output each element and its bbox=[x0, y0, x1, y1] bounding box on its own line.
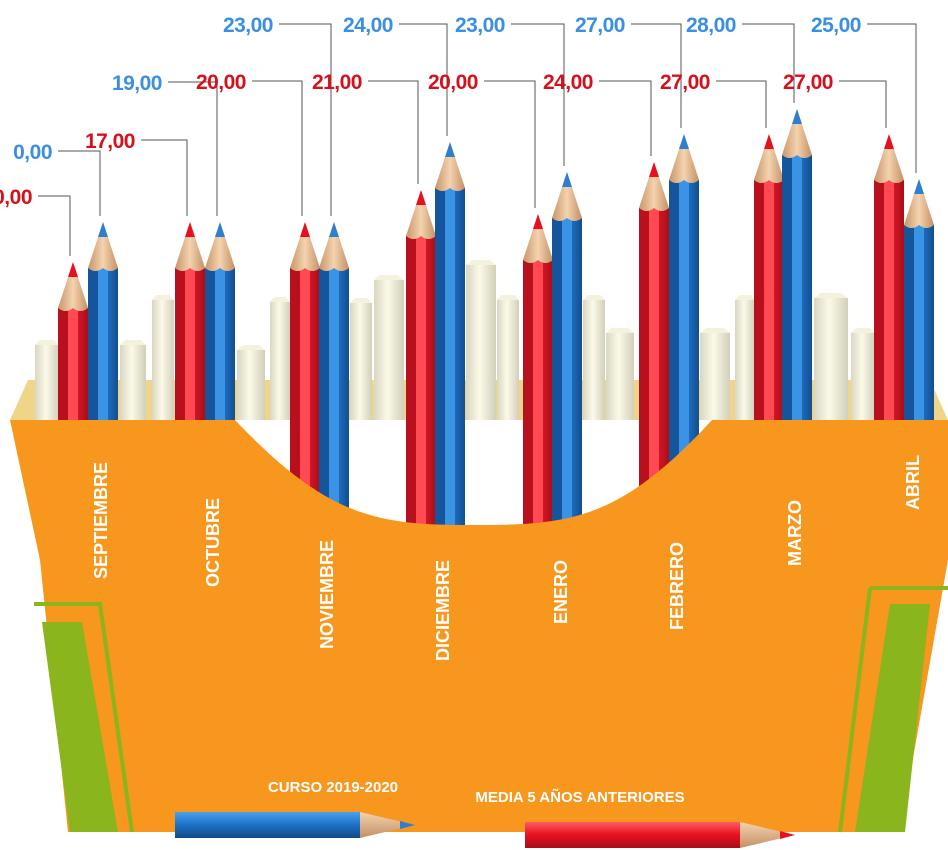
cup-body bbox=[10, 420, 948, 832]
background-pencil-end bbox=[374, 275, 404, 280]
legend-label-curso: CURSO 2019-2020 bbox=[268, 779, 398, 796]
value-label: 19,00 bbox=[112, 72, 162, 95]
leader-line bbox=[716, 80, 767, 128]
background-pencil-end bbox=[814, 293, 848, 298]
background-pencil-end bbox=[270, 297, 290, 302]
background-pencil-end bbox=[350, 298, 372, 303]
value-label: 0,00 bbox=[13, 141, 52, 164]
background-pencil-end bbox=[735, 295, 755, 300]
background-pencil-end bbox=[35, 340, 59, 345]
value-label: 27,00 bbox=[660, 71, 710, 94]
pencil-red-4 bbox=[523, 214, 553, 560]
value-label: 21,00 bbox=[312, 71, 362, 94]
value-label: 27,00 bbox=[783, 71, 833, 94]
background-pencil bbox=[497, 300, 519, 420]
leader-line bbox=[631, 23, 682, 128]
background-pencil bbox=[851, 333, 875, 420]
legend-label-media: MEDIA 5 AÑOS ANTERIORES bbox=[475, 788, 684, 806]
cup-stripe-left-line bbox=[34, 602, 134, 833]
month-label: OCTUBRE bbox=[203, 498, 223, 587]
month-label: ENERO bbox=[551, 560, 571, 624]
background-pencil bbox=[35, 345, 59, 420]
value-label: 27,00 bbox=[575, 14, 625, 37]
leader-line bbox=[252, 80, 303, 216]
background-pencil bbox=[237, 350, 265, 420]
background-pencil-end bbox=[120, 340, 146, 345]
background-pencil bbox=[350, 303, 372, 420]
value-label: 23,00 bbox=[223, 14, 273, 37]
background-pencil bbox=[700, 333, 730, 420]
background-pencil-end bbox=[466, 260, 496, 265]
value-label: 24,00 bbox=[543, 71, 593, 94]
background-pencil-end bbox=[237, 345, 265, 350]
value-label: 24,00 bbox=[343, 14, 393, 37]
leader-line bbox=[368, 80, 419, 184]
month-label: DICIEMBRE bbox=[433, 560, 453, 661]
background-pencil bbox=[606, 333, 634, 420]
pencil-blue-3 bbox=[435, 142, 465, 560]
leader-line bbox=[58, 150, 101, 216]
background-pencil-end bbox=[497, 295, 519, 300]
leader-line bbox=[867, 23, 917, 173]
background-pencil-end bbox=[152, 295, 174, 300]
legend-pencil-red bbox=[525, 822, 795, 848]
value-label: 28,00 bbox=[686, 14, 736, 37]
background-pencil bbox=[152, 300, 174, 420]
cup-stripe-right bbox=[855, 604, 930, 832]
leader-line bbox=[141, 139, 188, 216]
value-label: 20,00 bbox=[196, 71, 246, 94]
cup-stripe-right-line bbox=[838, 586, 948, 833]
value-label: 17,00 bbox=[85, 130, 135, 153]
cup-stripe-left bbox=[42, 622, 118, 832]
month-label: NOVIEMBRE bbox=[317, 540, 337, 649]
leader-line bbox=[839, 80, 887, 128]
leader-line bbox=[742, 23, 795, 103]
month-label: FEBRERO bbox=[667, 542, 687, 630]
leader-line bbox=[279, 23, 332, 216]
value-label: 25,00 bbox=[811, 14, 861, 37]
leader-line bbox=[511, 23, 565, 166]
background-pencil bbox=[583, 300, 605, 420]
background-pencil bbox=[814, 298, 848, 420]
pencil-red-3 bbox=[406, 190, 436, 560]
background-pencil-end bbox=[583, 295, 605, 300]
pencil-blue-4 bbox=[552, 172, 582, 560]
background-pencil bbox=[120, 345, 146, 420]
legend-pencil-blue bbox=[175, 812, 415, 838]
value-label: 23,00 bbox=[455, 14, 505, 37]
leader-line bbox=[484, 80, 536, 208]
leader-line bbox=[38, 195, 71, 256]
leader-line bbox=[399, 23, 448, 136]
value-label: 20,00 bbox=[428, 71, 478, 94]
month-label: ABRIL bbox=[903, 455, 923, 510]
value-label: 0,00 bbox=[0, 186, 32, 209]
month-label: MARZO bbox=[785, 500, 805, 566]
leader-line bbox=[599, 80, 652, 156]
background-pencil bbox=[466, 265, 496, 420]
background-pencil bbox=[735, 300, 755, 420]
background-pencil-end bbox=[700, 328, 730, 333]
background-pencil bbox=[374, 280, 404, 420]
background-pencil bbox=[270, 302, 290, 420]
background-pencil-end bbox=[851, 328, 875, 333]
leader-line bbox=[168, 81, 218, 216]
month-label: SEPTIEMBRE bbox=[91, 462, 111, 579]
background-pencil-end bbox=[606, 328, 634, 333]
